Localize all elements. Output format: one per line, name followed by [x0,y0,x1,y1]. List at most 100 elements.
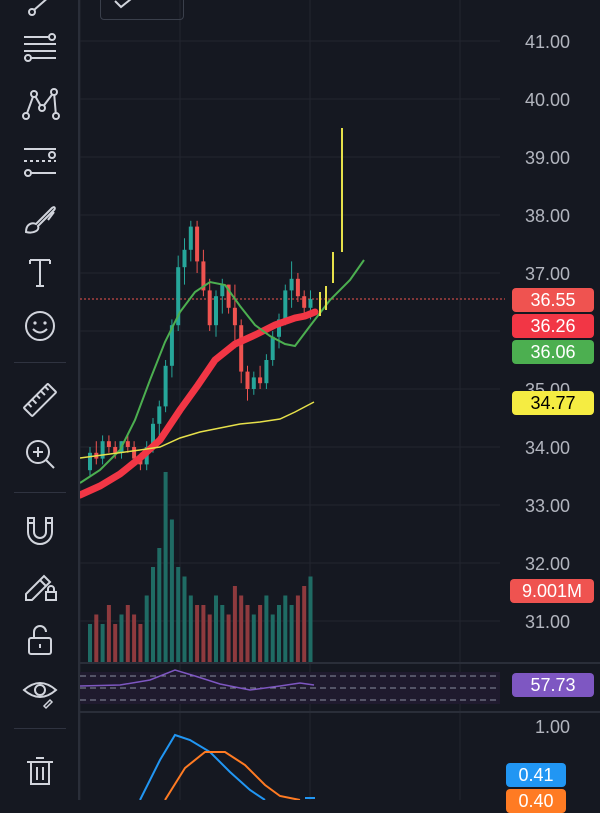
ma-long-line [80,401,315,459]
volume-bar [226,614,231,662]
emoji-icon [25,311,55,341]
candle-body [100,441,105,459]
volume-bar [138,624,143,662]
candle-body [232,307,237,326]
volume-bar [270,614,275,662]
axis-tick-label: 38.00 [524,206,570,226]
volume-bar [94,614,99,662]
trash-tool[interactable] [14,748,66,792]
price-tag-ma-long: 34.77 [512,391,594,415]
candle-body [308,299,313,308]
volume-bar [195,605,200,662]
volume-bar [157,548,162,662]
pattern-icon [22,88,60,120]
text-icon [29,259,51,287]
candle-body [182,249,187,268]
magnet-tool[interactable] [14,508,66,552]
volume-bar [188,595,193,662]
unlock-tool[interactable] [14,618,66,662]
axis-tick-label: 32.00 [524,554,570,574]
candle-body [264,360,269,384]
legend-toggle-button[interactable] [100,0,184,20]
forecast-icon [24,148,56,177]
candle-body [289,278,294,291]
price-tag-ma-fast: 36.06 [512,340,594,364]
candle-body [176,267,181,326]
candle-body [207,290,212,326]
pattern-tool[interactable] [14,82,66,126]
volume-bar [207,614,212,662]
macd-axis-label: 1.00 [534,717,570,737]
volume-bar [176,567,181,662]
candle-body [188,226,193,250]
candle-body [201,261,206,291]
volume-bar [163,472,168,662]
candle-body [245,371,250,389]
chevron-icon [114,0,132,9]
volume-bar [182,576,187,662]
macd-line [139,733,266,800]
candle-body [283,290,288,320]
brush-tool[interactable] [14,196,66,240]
volume-bar [106,605,111,662]
ma-slow-line [80,308,319,499]
axis-tick-label: 34.00 [524,438,570,458]
volume-bar [258,605,263,662]
emoji-tool[interactable] [14,304,66,348]
zoom-in-tool[interactable] [14,432,66,476]
volume-bar [277,605,281,662]
rsi-line [80,669,315,691]
toolbar-divider [14,492,66,493]
candle-body [113,447,118,453]
trash-icon [27,757,53,785]
volume-bar [308,576,313,662]
fib-lines-tool[interactable] [14,25,66,69]
price-tag-last: 36.55 [512,288,594,312]
macd-tag: 0.41 [506,763,566,787]
volume-bar [132,614,137,662]
candle-body [106,441,111,447]
signal-line [164,751,301,800]
volume-bar [220,605,225,662]
ruler-tool[interactable] [14,378,66,422]
axis-tick-label: 41.00 [524,32,570,52]
eye-tool[interactable] [14,670,66,714]
candle-body [169,325,174,366]
axis-tick-label: 37.00 [524,264,570,284]
volume-bar [289,605,294,662]
volume-bar [245,605,250,662]
trend-line-tool[interactable] [14,0,66,24]
candle-body [251,377,256,389]
eye-icon [22,682,58,710]
zoom-in-icon [26,440,55,469]
volume-bar [100,624,105,662]
candle-body [132,447,137,459]
toolbar-divider [14,362,66,363]
forecast-tool[interactable] [14,139,66,183]
candle-body [270,336,275,360]
lock-drawing-icon [25,574,57,601]
candle-body [295,278,300,297]
lock-drawing-tool[interactable] [14,562,66,606]
volume-bar [119,614,124,662]
text-tool[interactable] [14,250,66,294]
volume-bar [125,605,130,662]
volume-bar [302,586,307,662]
candle-body [226,284,231,308]
fib-lines-icon [24,33,56,62]
candle-body [258,377,263,384]
volume-bar [239,595,244,662]
volume-bar [295,595,300,662]
candle-body [125,441,130,447]
volume-bar [113,624,118,662]
volume-bar [88,624,92,662]
candle-body [88,452,92,471]
volume-bar [169,519,174,662]
signal-tag: 0.40 [506,789,566,813]
ma-fast-line [80,259,365,484]
volume-bar [214,595,218,662]
volume-bar [232,586,237,662]
chart-area[interactable] [80,0,600,800]
unlock-icon [28,625,52,655]
price-chart[interactable] [80,0,600,800]
